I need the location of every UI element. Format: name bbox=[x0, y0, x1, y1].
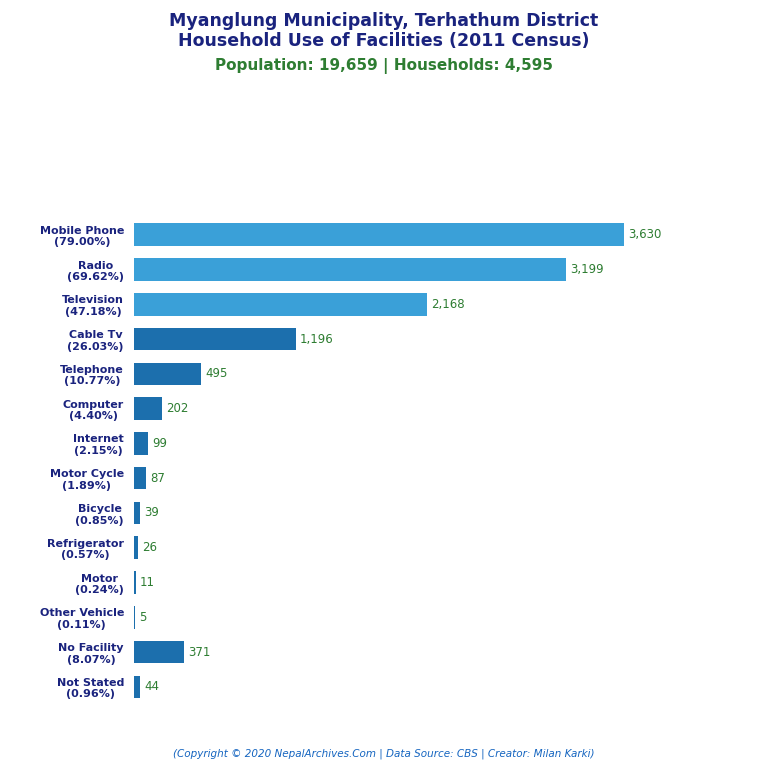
Text: 202: 202 bbox=[166, 402, 188, 415]
Text: Household Use of Facilities (2011 Census): Household Use of Facilities (2011 Census… bbox=[178, 32, 590, 50]
Bar bbox=[134, 467, 146, 489]
Text: 3,630: 3,630 bbox=[628, 228, 661, 241]
Text: 2,168: 2,168 bbox=[431, 298, 465, 311]
Text: Population: 19,659 | Households: 4,595: Population: 19,659 | Households: 4,595 bbox=[215, 58, 553, 74]
Bar bbox=[134, 676, 141, 698]
Text: Myanglung Municipality, Terhathum District: Myanglung Municipality, Terhathum Distri… bbox=[170, 12, 598, 29]
Text: (Copyright © 2020 NepalArchives.Com | Data Source: CBS | Creator: Milan Karki): (Copyright © 2020 NepalArchives.Com | Da… bbox=[174, 748, 594, 759]
Text: 44: 44 bbox=[144, 680, 160, 694]
Text: 3,199: 3,199 bbox=[570, 263, 604, 276]
Bar bbox=[134, 223, 624, 246]
Bar bbox=[134, 397, 161, 420]
Bar bbox=[134, 432, 147, 455]
Text: 87: 87 bbox=[151, 472, 165, 485]
Text: 99: 99 bbox=[152, 437, 167, 450]
Text: 371: 371 bbox=[188, 646, 211, 659]
Text: 11: 11 bbox=[140, 576, 155, 589]
Bar bbox=[134, 328, 296, 350]
Bar bbox=[134, 537, 138, 559]
Bar bbox=[134, 641, 184, 664]
Bar bbox=[134, 258, 566, 281]
Text: 5: 5 bbox=[139, 611, 147, 624]
Bar bbox=[134, 571, 136, 594]
Bar bbox=[134, 502, 140, 525]
Text: 39: 39 bbox=[144, 506, 158, 519]
Text: 495: 495 bbox=[205, 367, 227, 380]
Bar bbox=[134, 293, 427, 316]
Text: 26: 26 bbox=[142, 541, 157, 554]
Text: 1,196: 1,196 bbox=[300, 333, 333, 346]
Bar bbox=[134, 362, 201, 385]
